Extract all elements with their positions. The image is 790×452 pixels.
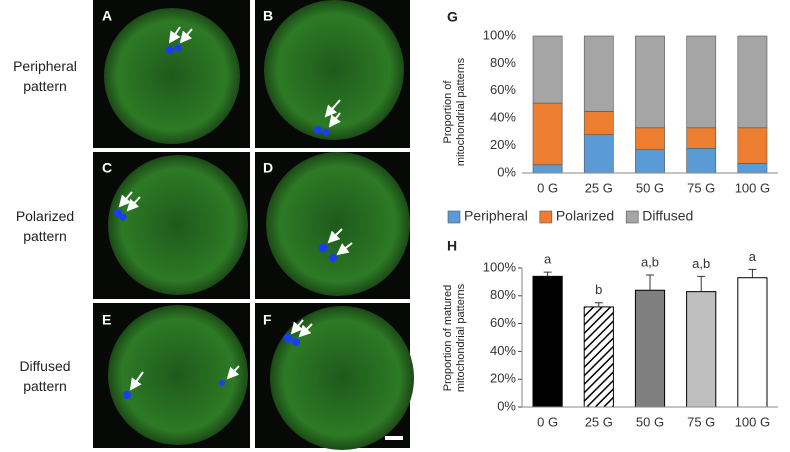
panel-a: A: [93, 0, 250, 148]
annotation: b: [595, 282, 602, 297]
panel-label: H: [447, 238, 457, 254]
error-bar: [748, 268, 757, 278]
panel-b: B: [255, 0, 410, 148]
y-tick-label: 0%: [497, 398, 516, 413]
y-tick-label: 80%: [490, 55, 516, 70]
y-tick-label: 100%: [483, 27, 517, 42]
panel-label: G: [447, 9, 458, 25]
bar: [583, 306, 614, 408]
legend-swatch: [625, 210, 639, 224]
bar-segment: [635, 127, 665, 151]
x-tick-label: 100 G: [735, 414, 770, 429]
x-tick-label: 75 G: [687, 180, 715, 195]
panel-label: F: [263, 312, 272, 328]
row-label: Peripheral pattern: [13, 58, 77, 94]
x-tick-label: 0 G: [537, 180, 558, 195]
bar-segment: [635, 35, 665, 129]
panel-e: E: [93, 303, 250, 448]
error-bar: [594, 302, 603, 307]
annotation: a,b: [692, 256, 710, 271]
y-tick-label: 20%: [490, 371, 516, 386]
y-tick-label: 20%: [490, 137, 516, 152]
bar: [532, 275, 563, 408]
legend-swatch: [539, 210, 553, 224]
annotation: a,b: [641, 254, 659, 269]
x-tick-label: 0 G: [537, 414, 558, 429]
panel-label: C: [102, 160, 112, 176]
bar-segment: [583, 134, 614, 174]
panel-f: F: [255, 303, 414, 450]
x-tick-label: 25 G: [585, 414, 613, 429]
bar-segment: [737, 163, 768, 174]
x-tick-label: 50 G: [636, 180, 664, 195]
row-label: Polarized pattern: [15, 208, 75, 244]
bar-segment: [532, 164, 563, 174]
y-tick-label: 40%: [490, 343, 516, 358]
bar-segment: [686, 148, 717, 174]
panel-label: E: [102, 312, 111, 328]
bar-segment: [686, 35, 717, 129]
y-tick-label: 0%: [497, 164, 516, 179]
panel-label: A: [102, 8, 112, 24]
scale-bar: [385, 436, 403, 440]
y-tick-label: 60%: [490, 82, 516, 97]
legend-label: Polarized: [556, 208, 614, 224]
bar: [737, 277, 768, 408]
y-tick-label: 40%: [490, 110, 516, 125]
y-axis-label: Proportion of matured mitochondrial patt…: [442, 283, 467, 393]
annotation: a: [749, 249, 757, 264]
bar-segment: [635, 149, 665, 174]
x-tick-label: 50 G: [636, 414, 664, 429]
panel-label: B: [263, 8, 273, 24]
row-label: Diffused pattern: [19, 358, 71, 394]
bar: [686, 291, 717, 408]
error-bar: [646, 274, 654, 291]
y-axis-label: Proportion of mitochondrial patterns: [442, 57, 467, 167]
error-bar: [543, 271, 552, 277]
panel-label: D: [263, 160, 273, 176]
error-bar: [697, 275, 706, 292]
bar-segment: [737, 127, 768, 164]
bar-segment: [737, 35, 768, 129]
bar-segment: [532, 102, 563, 166]
legend-swatch: [447, 210, 461, 224]
bar-segment: [686, 127, 717, 149]
panel-c: C: [93, 152, 250, 299]
y-tick-label: 100%: [483, 259, 517, 274]
bar-segment: [583, 111, 614, 135]
x-tick-label: 100 G: [735, 180, 770, 195]
y-tick-label: 60%: [490, 315, 516, 330]
legend-label: Peripheral: [464, 208, 528, 224]
x-tick-label: 75 G: [687, 414, 715, 429]
x-tick-label: 25 G: [585, 180, 613, 195]
y-tick-label: 80%: [490, 287, 516, 302]
panel-d: D: [255, 152, 410, 299]
bar-segment: [532, 35, 563, 104]
legend-label: Diffused: [642, 208, 693, 224]
bar: [634, 289, 666, 408]
bar-segment: [583, 35, 614, 112]
annotation: a: [544, 252, 552, 267]
